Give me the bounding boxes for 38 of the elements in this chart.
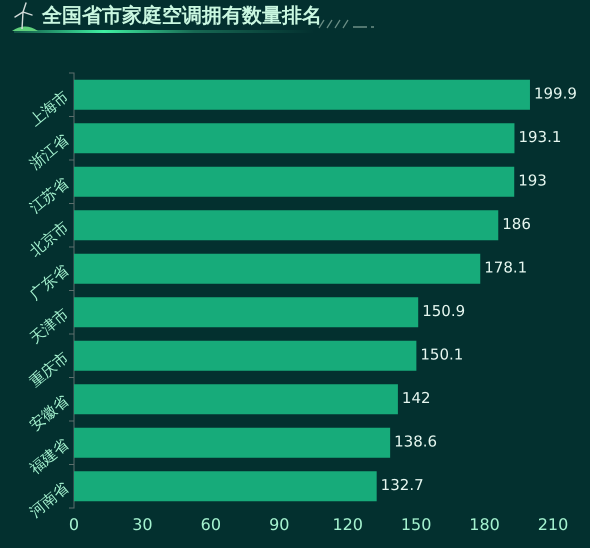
x-tick-label: 150 (400, 514, 432, 534)
bar (74, 340, 416, 371)
data-label: 178.1 (484, 258, 528, 277)
x-tick-label: 30 (132, 514, 153, 534)
y-tick-label: 安徽省 (26, 392, 72, 434)
data-label: 150.1 (420, 346, 464, 364)
data-label: 193.1 (518, 128, 562, 146)
bar (74, 254, 480, 284)
x-tick-label: 120 (332, 514, 363, 534)
x-tick-label: 90 (269, 514, 290, 534)
data-label: 150.9 (422, 302, 466, 320)
bar (74, 166, 514, 197)
y-tick-label: 北京市 (26, 218, 72, 260)
data-label: 186 (502, 215, 531, 234)
data-label: 193 (518, 172, 547, 190)
y-tick-label: 广东省 (26, 261, 72, 304)
data-label: 138.6 (394, 432, 438, 451)
y-tick-label: 上海市 (26, 87, 72, 130)
y-tick-label: 重庆市 (26, 348, 72, 391)
x-tick-label: 0 (68, 514, 80, 534)
y-tick-label: 江苏省 (26, 174, 72, 217)
x-tick-label: 210 (538, 514, 568, 534)
bar (74, 123, 514, 154)
bar (74, 210, 498, 240)
data-label: 199.9 (534, 84, 577, 103)
bar (74, 297, 418, 328)
y-tick-label: 福建省 (26, 435, 72, 478)
bar (74, 384, 398, 414)
x-tick-label: 180 (469, 514, 500, 534)
y-tick-label: 天津市 (26, 304, 72, 348)
data-label: 132.7 (380, 476, 424, 494)
x-tick-label: 60 (200, 514, 222, 534)
chart-title: 全国省市家庭空调拥有数量排名 (42, 2, 322, 29)
bar (74, 80, 530, 110)
bar (74, 428, 390, 458)
data-label: 142 (402, 389, 431, 408)
y-tick-label: 浙江省 (26, 130, 72, 174)
bar (74, 471, 377, 502)
